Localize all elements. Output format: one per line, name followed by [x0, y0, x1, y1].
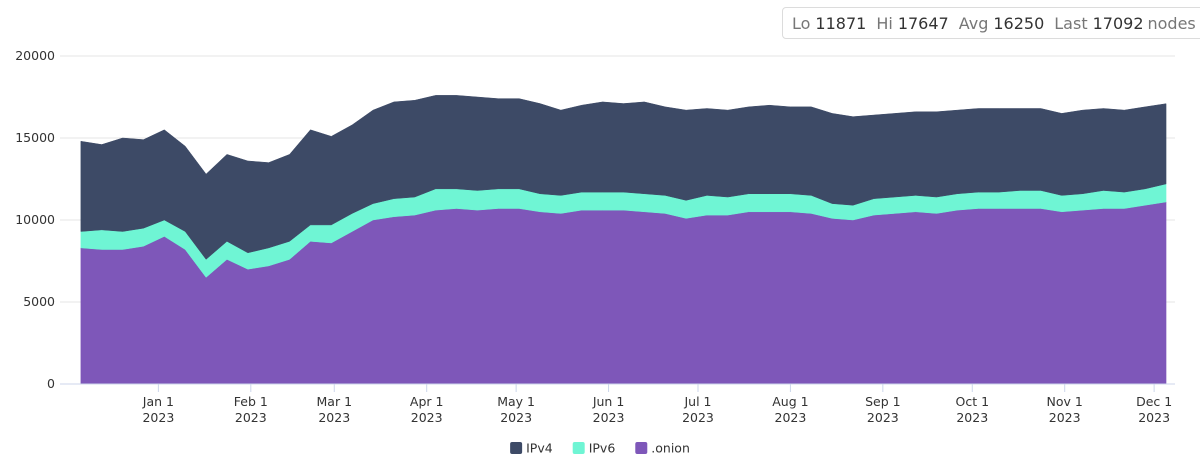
- x-tick-label: Oct 1 2023: [955, 394, 989, 425]
- x-tick-label: Jan 1 2023: [142, 394, 175, 425]
- area: [80, 95, 1167, 260]
- x-tick-label: Aug 1 2023: [772, 394, 808, 425]
- x-tick-label: May 1 2023: [497, 394, 535, 425]
- stat-label: Lo: [792, 13, 811, 33]
- stat-label: Avg: [958, 13, 989, 33]
- stat-value: 11871: [815, 13, 867, 33]
- legend-swatch: [510, 442, 523, 454]
- x-tick-label: Feb 1 2023: [234, 394, 268, 425]
- x-tick-label: Sep 1 2023: [865, 394, 901, 425]
- stat-label: Last: [1054, 13, 1088, 33]
- stat-value: 17647: [897, 13, 949, 33]
- y-tick-label: 5000: [23, 294, 55, 309]
- stat-value: 16250: [993, 13, 1045, 33]
- x-tick-label: Dec 1 2023: [1136, 394, 1172, 425]
- y-tick-label: 20000: [15, 48, 55, 63]
- stat-label: Hi: [876, 13, 893, 33]
- legend: IPv4 IPv6 .onion: [510, 441, 690, 456]
- x-tick-label: Apr 1 2023: [410, 394, 444, 425]
- x-tick-label: Nov 1 2023: [1047, 394, 1083, 425]
- legend-label: .onion: [651, 441, 690, 456]
- stat-unit: nodes: [1147, 13, 1196, 33]
- y-tick-label: 0: [47, 376, 55, 391]
- stats-box: Lo 11871 Hi 17647 Avg 16250 Last 17092 nodes: [782, 7, 1200, 39]
- legend-swatch: [635, 442, 648, 454]
- y-tick-label: 10000: [15, 212, 55, 227]
- stat-value: 17092: [1092, 13, 1144, 33]
- x-tick-label: Jul 1 2023: [682, 394, 714, 425]
- legend-swatch: [572, 442, 585, 454]
- y-tick-label: 15000: [15, 130, 55, 145]
- legend-label: IPv6: [589, 441, 616, 456]
- x-tick-label: Mar 1 2023: [317, 394, 353, 425]
- x-tick-label: Jun 1 2023: [592, 394, 625, 425]
- legend-label: IPv4: [526, 441, 553, 456]
